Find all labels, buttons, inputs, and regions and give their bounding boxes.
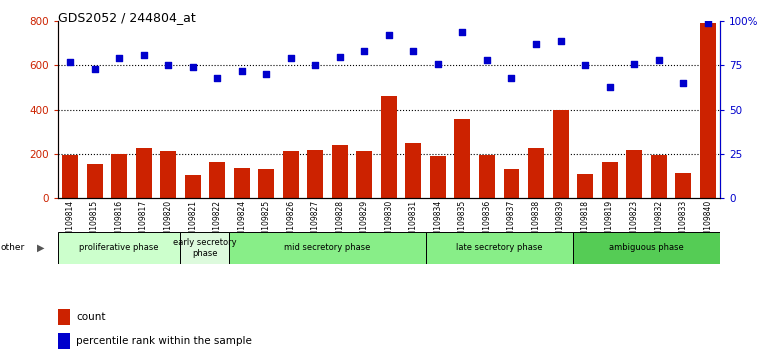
Bar bbox=[577, 174, 593, 198]
Point bbox=[358, 48, 370, 54]
Point bbox=[677, 80, 689, 86]
Bar bbox=[58, 232, 180, 264]
Bar bbox=[58, 309, 69, 325]
Text: early secretory
phase: early secretory phase bbox=[173, 238, 236, 257]
Point bbox=[333, 54, 346, 59]
Text: GDS2052 / 244804_at: GDS2052 / 244804_at bbox=[58, 11, 196, 24]
Bar bbox=[258, 170, 274, 198]
Bar bbox=[209, 162, 225, 198]
Text: percentile rank within the sample: percentile rank within the sample bbox=[76, 336, 252, 346]
Point bbox=[137, 52, 149, 58]
Point bbox=[480, 57, 493, 63]
Point bbox=[457, 29, 469, 35]
Bar bbox=[62, 155, 78, 198]
Text: ambiguous phase: ambiguous phase bbox=[609, 243, 684, 252]
Bar bbox=[601, 162, 618, 198]
Bar bbox=[86, 164, 102, 198]
Text: proliferative phase: proliferative phase bbox=[79, 243, 159, 252]
Bar bbox=[136, 148, 152, 198]
Bar bbox=[528, 148, 544, 198]
Bar bbox=[58, 333, 69, 349]
Bar bbox=[504, 170, 520, 198]
Text: count: count bbox=[76, 312, 105, 322]
Bar bbox=[229, 232, 426, 264]
Point bbox=[260, 72, 273, 77]
Text: other: other bbox=[1, 243, 25, 252]
Bar bbox=[651, 155, 667, 198]
Point bbox=[162, 63, 174, 68]
Bar bbox=[626, 149, 642, 198]
Bar bbox=[332, 145, 348, 198]
Bar bbox=[307, 149, 323, 198]
Bar bbox=[111, 154, 127, 198]
Point bbox=[505, 75, 517, 81]
Bar bbox=[234, 169, 249, 198]
Text: mid secretory phase: mid secretory phase bbox=[284, 243, 370, 252]
Bar bbox=[405, 143, 421, 198]
Bar bbox=[357, 151, 373, 198]
Text: late secretory phase: late secretory phase bbox=[456, 243, 543, 252]
Point bbox=[407, 48, 420, 54]
Bar bbox=[454, 119, 470, 198]
Point bbox=[64, 59, 76, 65]
Bar bbox=[160, 151, 176, 198]
Point bbox=[383, 33, 395, 38]
Point bbox=[579, 63, 591, 68]
Point bbox=[604, 84, 616, 90]
Point bbox=[309, 63, 321, 68]
Bar bbox=[426, 232, 573, 264]
Bar bbox=[675, 173, 691, 198]
Point bbox=[701, 20, 714, 26]
Point bbox=[186, 64, 199, 70]
Bar bbox=[573, 232, 720, 264]
Point bbox=[285, 56, 297, 61]
Bar bbox=[479, 155, 495, 198]
Bar bbox=[185, 175, 201, 198]
Bar bbox=[430, 156, 446, 198]
Point bbox=[530, 41, 542, 47]
Point bbox=[236, 68, 248, 74]
Bar bbox=[180, 232, 229, 264]
Point bbox=[432, 61, 444, 67]
Point bbox=[211, 75, 223, 81]
Point bbox=[113, 56, 126, 61]
Bar bbox=[700, 23, 715, 198]
Bar bbox=[381, 97, 397, 198]
Point bbox=[652, 57, 665, 63]
Point bbox=[89, 66, 101, 72]
Bar bbox=[283, 151, 299, 198]
Point bbox=[628, 61, 641, 67]
Bar bbox=[553, 110, 568, 198]
Text: ▶: ▶ bbox=[37, 243, 45, 253]
Point bbox=[554, 38, 567, 44]
